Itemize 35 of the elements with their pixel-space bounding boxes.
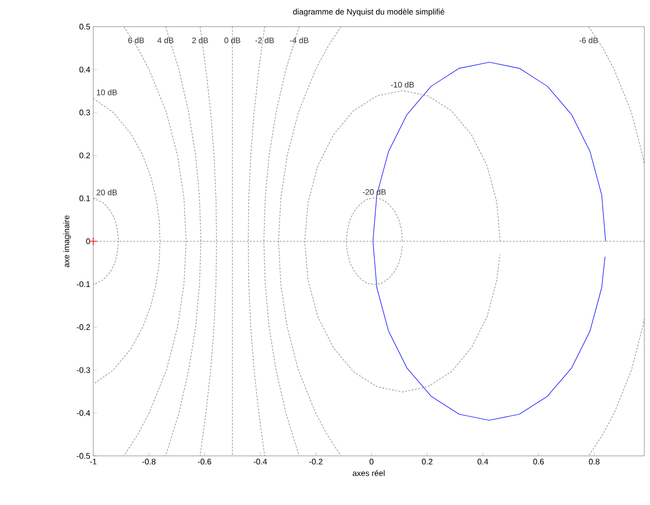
x-tick-label: -1	[90, 458, 96, 464]
y-tick-label: -0.1	[76, 281, 90, 287]
series-label: -4 dB	[290, 37, 308, 44]
y-tick-label: 0	[86, 238, 90, 244]
series-label: -2 dB	[255, 37, 274, 44]
x-axis-title: axes réel	[352, 470, 385, 476]
x-tick-label: -0.2	[309, 458, 322, 464]
y-tick-label: -0.3	[76, 367, 90, 373]
series-label: 0 dB	[224, 37, 240, 44]
series-label: -10 dB	[390, 81, 414, 88]
x-tick-label: 0.2	[422, 458, 432, 464]
chart-title: diagramme de Nyquist du modèle simplifié	[293, 8, 444, 16]
line-series	[372, 62, 606, 420]
y-tick-label: 0.1	[79, 195, 90, 202]
x-tick-label: 0.8	[588, 458, 600, 464]
y-tick-label: 0.4	[79, 66, 90, 72]
y-tick-label: -0.5	[76, 452, 90, 459]
x-tick-label: 0.6	[533, 458, 544, 464]
series-label: 6 dB	[128, 37, 144, 44]
y-tick-label: 0.3	[79, 109, 90, 116]
series-label: 4 dB	[157, 37, 174, 44]
y-axis-title: axe imaginaire	[63, 215, 71, 267]
x-tick-label: -0.4	[254, 458, 267, 464]
x-tick-label: 0	[370, 458, 374, 464]
x-tick-label: -0.8	[142, 458, 156, 464]
y-tick-label: -0.2	[76, 324, 90, 330]
x-tick-label: 0.4	[478, 458, 488, 464]
y-tick-label: 0.5	[79, 24, 90, 30]
series-label: 10 dB	[96, 89, 117, 96]
y-tick-label: -0.4	[76, 410, 90, 416]
series-label: 20 dB	[96, 189, 117, 196]
series-label: 2 dB	[192, 37, 208, 44]
x-tick-label: -0.6	[198, 458, 212, 464]
y-tick-label: 0.2	[79, 152, 90, 158]
series-label: -6 dB	[579, 37, 598, 44]
